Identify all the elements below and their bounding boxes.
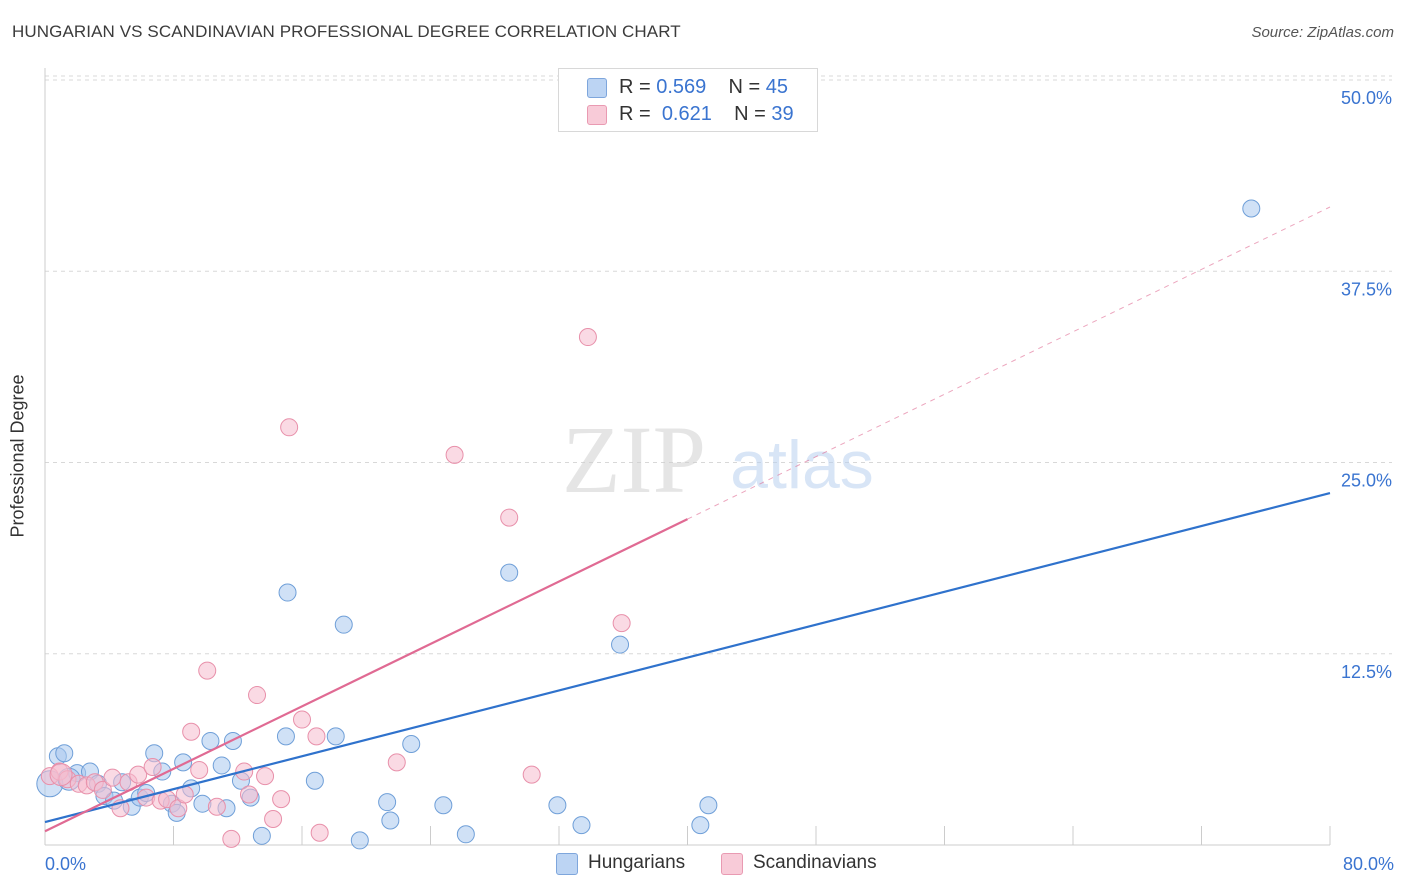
scandinavian-point xyxy=(264,809,283,828)
hungarian-point xyxy=(55,744,74,763)
scandinavian-point xyxy=(182,722,201,741)
scandinavian-point xyxy=(239,785,258,804)
scandinavian-point xyxy=(222,829,241,848)
hungarian-point xyxy=(278,583,297,602)
grid-layer xyxy=(45,75,1392,655)
scandinavian-point xyxy=(280,418,299,437)
y-tick-label: 12.5% xyxy=(1341,662,1392,682)
hungarian-point xyxy=(699,796,718,815)
legend-swatch-pink xyxy=(587,105,607,125)
legend-swatch-blue xyxy=(587,78,607,98)
hungarian-point xyxy=(334,615,353,634)
scandinavian-point xyxy=(103,768,122,787)
scandinavian-point xyxy=(49,763,73,787)
scandinavian-point xyxy=(198,661,217,680)
scandinavian-point xyxy=(307,727,326,746)
y-tick-label: 37.5% xyxy=(1341,279,1392,299)
y-axis-label: Professional Degree xyxy=(7,374,28,538)
scandinavian-point xyxy=(129,765,148,784)
scandinavian-point xyxy=(578,328,597,347)
watermark: ZIP atlas xyxy=(562,406,874,513)
scandinavian-point xyxy=(522,765,541,784)
y-tick-label: 50.0% xyxy=(1341,88,1392,108)
legend-r-label: R = xyxy=(619,103,651,125)
points-layer xyxy=(36,199,1261,850)
legend-r-label: R = xyxy=(619,76,651,98)
hungarian-point xyxy=(252,826,271,845)
hungarian-point xyxy=(305,771,324,790)
scandinavian-point xyxy=(207,797,226,816)
hungarian-point xyxy=(611,635,630,654)
x-tick-label: 80.0% xyxy=(1343,854,1394,874)
hungarian-point xyxy=(456,825,475,844)
hungarian-point xyxy=(326,727,345,746)
hungarian-point xyxy=(434,796,453,815)
legend-r-value: 0.569 xyxy=(656,76,707,98)
legend-label-hungarians: Hungarians xyxy=(588,852,686,873)
scandinavian-point xyxy=(256,767,275,786)
source-label: Source: ZipAtlas.com xyxy=(1251,24,1394,41)
legend-label-scandinavians: Scandinavians xyxy=(753,852,877,873)
watermark-atlas: atlas xyxy=(730,427,874,503)
x-tick-label: 0.0% xyxy=(45,854,86,874)
watermark-zip: ZIP xyxy=(562,406,706,513)
scandinavian-point xyxy=(272,790,291,809)
hungarian-point xyxy=(212,756,231,775)
legend-n-value: 45 xyxy=(765,76,789,98)
scandinavian-trend-line xyxy=(44,518,688,833)
hungarian-point xyxy=(691,816,710,835)
legend-n-value: 39 xyxy=(771,103,794,125)
legend-n-label: N = xyxy=(734,103,766,125)
hungarian-point xyxy=(500,563,519,582)
hungarian-point xyxy=(1242,199,1261,218)
hungarian-point xyxy=(276,727,295,746)
scandinavian-point xyxy=(293,710,311,729)
scandinavian-point xyxy=(310,823,329,842)
hungarian-point xyxy=(350,831,369,850)
scandinavian-point xyxy=(387,753,406,772)
hungarian-point xyxy=(548,796,567,815)
hungarian-point xyxy=(378,793,397,812)
scandinavians-swatch xyxy=(721,853,743,875)
hungarian-trend-line xyxy=(44,492,1331,824)
hungarian-point xyxy=(402,735,421,754)
legend-r-value: 0.621 xyxy=(661,103,712,125)
scandinavian-point xyxy=(612,614,631,633)
chart-title: HUNGARIAN VS SCANDINAVIAN PROFESSIONAL D… xyxy=(12,22,681,41)
scandinavian-point xyxy=(143,757,162,776)
stats-legend: R = 0.569 N = 45 R = 0.621 N = 39 xyxy=(558,68,818,132)
scandinavian-point xyxy=(248,686,267,705)
legend-n-label: N = xyxy=(728,76,761,98)
trend-layer xyxy=(44,206,1331,833)
axis-layer: 12.5% 25.0% 37.5% 50.0% 0.0% 80.0% xyxy=(44,68,1394,874)
scandinavian-trend-extension xyxy=(687,206,1331,520)
hungarian-point xyxy=(201,731,220,750)
hungarians-swatch xyxy=(556,853,578,875)
scandinavian-point xyxy=(445,445,464,464)
scandinavian-point xyxy=(500,508,519,527)
scandinavian-point xyxy=(93,780,112,799)
scandinavian-point xyxy=(190,761,209,780)
hungarian-point xyxy=(381,811,400,830)
y-tick-label: 25.0% xyxy=(1341,471,1392,491)
hungarian-point xyxy=(572,816,591,835)
